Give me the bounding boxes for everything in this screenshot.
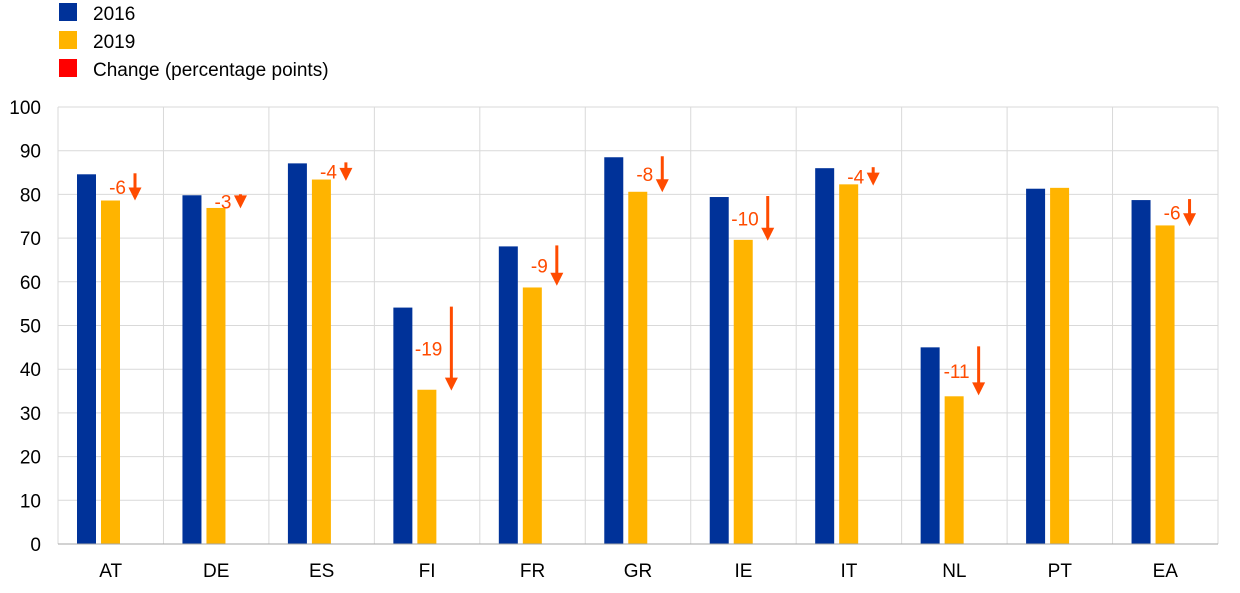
- bar-2016-es: [287, 163, 307, 545]
- x-tick-label-ie: IE: [734, 561, 752, 582]
- change-arrow-head-it: [866, 172, 880, 186]
- change-arrow-head-gr: [655, 179, 669, 193]
- y-tick-label: 10: [20, 491, 41, 512]
- change-label-at: -6: [109, 178, 126, 199]
- bar-2016-at: [77, 174, 96, 544]
- bar-2019-de: [206, 207, 226, 544]
- legend-label-change: Change (percentage points): [93, 60, 329, 81]
- bar-2016-ea: [1131, 200, 1151, 544]
- y-tick-label: 70: [20, 229, 41, 250]
- y-tick-label: 40: [20, 360, 41, 381]
- change-label-ea: -6: [1164, 204, 1181, 225]
- legend-label-2016: 2016: [93, 4, 135, 25]
- bar-2016-it: [815, 168, 835, 544]
- change-arrow-head-fi: [444, 377, 458, 391]
- y-tick-label: 20: [20, 448, 41, 469]
- bar-2019-fr: [522, 287, 542, 544]
- bar-2019-gr: [628, 191, 648, 544]
- legend-label-2019: 2019: [93, 32, 135, 53]
- bar-2019-es: [311, 179, 331, 545]
- x-tick-label-pt: PT: [1048, 561, 1073, 582]
- y-tick-label: 90: [20, 142, 41, 163]
- change-arrow-head-fr: [550, 272, 564, 286]
- change-arrow-head-ie: [761, 227, 775, 241]
- bar-2016-nl: [920, 347, 940, 544]
- y-tick-label: 100: [9, 98, 41, 119]
- bar-2016-fi: [393, 307, 413, 544]
- legend-swatch-2016: [59, 3, 77, 21]
- bar-2019-pt: [1050, 187, 1070, 544]
- x-tick-label-de: DE: [203, 561, 229, 582]
- bar-2019-it: [839, 184, 859, 544]
- x-tick-label-fi: FI: [419, 561, 436, 582]
- bar-2019-nl: [944, 396, 964, 544]
- plot-area: 0 10 20 30 40 50 60 70 80 90 100 AT -6 DE -3 ES -4 FI -19 F…: [9, 98, 1219, 582]
- change-label-gr: -8: [636, 165, 653, 186]
- x-tick-label-ea: EA: [1153, 561, 1179, 582]
- bar-2016-pt: [1026, 188, 1046, 544]
- legend-swatch-change: [59, 59, 77, 77]
- legend-swatch-2019: [59, 31, 77, 49]
- change-arrow-head-nl: [972, 382, 986, 396]
- x-tick-label-it: IT: [840, 561, 857, 582]
- change-label-fi: -19: [415, 340, 442, 361]
- y-tick-label: 50: [20, 317, 41, 338]
- bar-2019-at: [101, 200, 120, 544]
- x-tick-label-gr: GR: [624, 561, 653, 582]
- y-tick-label: 30: [20, 404, 41, 425]
- legend: 2016 2019 Change (percentage points): [59, 3, 329, 81]
- y-tick-label: 0: [30, 535, 41, 556]
- change-label-de: -3: [215, 192, 232, 213]
- change-arrow-head-ea: [1183, 213, 1197, 227]
- x-tick-label-fr: FR: [520, 561, 545, 582]
- x-tick-label-at: AT: [99, 561, 122, 582]
- bar-2016-gr: [604, 157, 624, 544]
- bar-2019-ie: [733, 239, 753, 544]
- bar-2019-fi: [417, 389, 437, 544]
- y-tick-label: 60: [20, 273, 41, 294]
- bar-2016-ie: [709, 197, 729, 544]
- change-arrow-head-de: [233, 195, 247, 209]
- y-tick-label: 80: [20, 185, 41, 206]
- x-tick-label-es: ES: [309, 561, 334, 582]
- bar-2016-de: [182, 195, 202, 545]
- change-label-es: -4: [320, 163, 337, 184]
- change-label-fr: -9: [531, 257, 548, 278]
- change-label-it: -4: [847, 167, 864, 188]
- bar-2019-ea: [1155, 225, 1175, 544]
- bar-2016-fr: [498, 246, 518, 544]
- change-arrow-head-es: [339, 167, 353, 181]
- x-tick-label-nl: NL: [942, 561, 966, 582]
- change-arrow-head-at: [128, 187, 142, 201]
- change-label-ie: -10: [731, 209, 758, 230]
- change-label-nl: -11: [944, 362, 970, 383]
